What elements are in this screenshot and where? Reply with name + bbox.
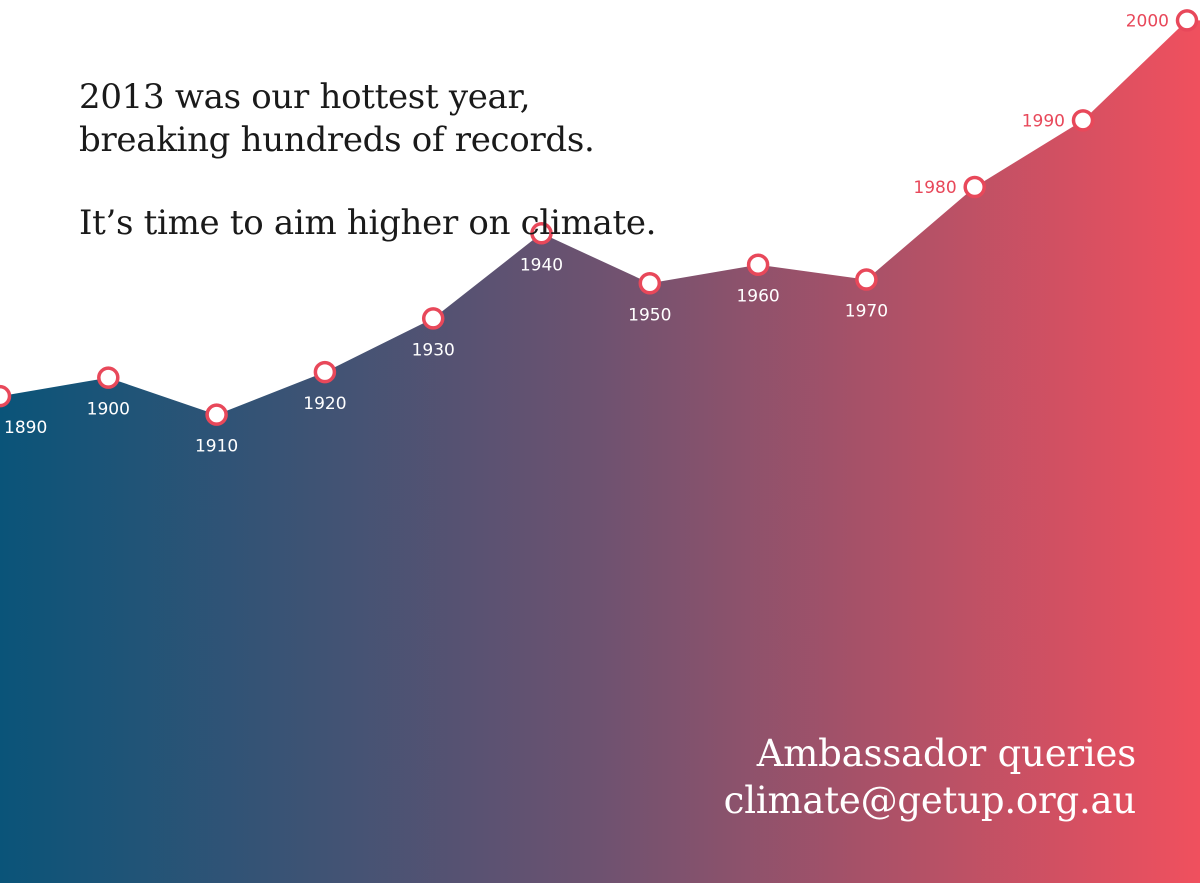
contact-email: climate@getup.org.au <box>723 779 1137 822</box>
year-label-1940: 1940 <box>520 255 563 275</box>
data-markers <box>0 9 1199 426</box>
headline-line-1: 2013 was our hottest year, <box>79 77 531 117</box>
contact-title: Ambassador queries <box>756 732 1136 775</box>
contact-block: Ambassador queries climate@getup.org.au <box>723 730 1137 824</box>
year-label-1980: 1980 <box>913 178 956 198</box>
year-label-1910: 1910 <box>195 437 238 457</box>
data-point-2000 <box>1175 9 1199 32</box>
year-label-1950: 1950 <box>628 305 671 325</box>
year-label-1990: 1990 <box>1022 111 1065 131</box>
data-point-1960 <box>746 253 770 276</box>
headline-spacer <box>79 162 656 202</box>
data-point-1980 <box>963 175 986 199</box>
data-point-1990 <box>1071 109 1095 132</box>
year-label-1970: 1970 <box>845 302 888 322</box>
data-point-1900 <box>97 366 120 389</box>
year-label-1900: 1900 <box>87 400 130 420</box>
data-point-1910 <box>205 403 228 426</box>
headline-line-2: breaking hundreds of records. <box>79 120 595 160</box>
area-fill <box>0 20 1200 883</box>
year-label-1890: 1890 <box>4 418 47 438</box>
data-point-1950 <box>638 272 662 295</box>
headline-line-3: It’s time to aim higher on climate. <box>79 203 657 243</box>
year-label-2000: 2000 <box>1126 11 1169 31</box>
data-point-1930 <box>421 307 445 330</box>
data-point-1920 <box>313 360 337 384</box>
year-label-1920: 1920 <box>303 394 346 414</box>
year-labels: 1890 1900 1910 1920 1930 1940 1950 1960 1970 1980… <box>4 11 1169 456</box>
year-label-1960: 1960 <box>736 287 779 307</box>
year-label-1930: 1930 <box>412 340 455 360</box>
headline: 2013 was our hottest year, breaking hund… <box>79 76 656 245</box>
data-point-1940 <box>530 222 553 245</box>
data-point-1890 <box>0 384 12 408</box>
data-point-1970 <box>855 268 878 291</box>
